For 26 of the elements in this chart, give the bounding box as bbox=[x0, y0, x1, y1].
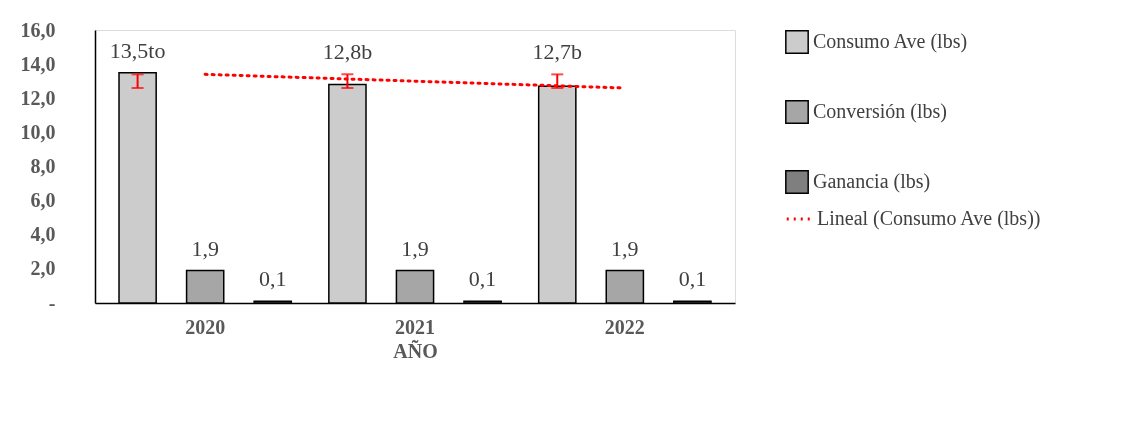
data-label: 1,9 bbox=[191, 235, 219, 261]
data-label: 13,5to bbox=[109, 37, 166, 63]
legend-label: Conversión (lbs) bbox=[813, 100, 947, 123]
legend-label: Lineal (Consumo Ave (lbs)) bbox=[817, 207, 1041, 230]
x-tick-label: 2022 bbox=[604, 315, 645, 338]
y-tick-label: - bbox=[48, 291, 56, 314]
x-tick-label: 2021 bbox=[395, 315, 435, 338]
data-label: 12,7b bbox=[532, 39, 583, 65]
y-tick-label: 4,0 bbox=[30, 223, 56, 246]
data-label: 1,9 bbox=[611, 235, 639, 261]
data-label: 0,1 bbox=[678, 266, 707, 292]
data-label: 0,1 bbox=[468, 266, 497, 292]
data-label: 12,8b bbox=[322, 39, 373, 65]
y-tick-label: 2,0 bbox=[30, 257, 56, 280]
y-tick-label: 14,0 bbox=[20, 52, 56, 75]
y-tick-label: 6,0 bbox=[30, 189, 56, 212]
x-axis-title: AÑO bbox=[393, 339, 438, 362]
y-tick-label: 12,0 bbox=[20, 86, 56, 109]
y-tick-label: 16,0 bbox=[20, 18, 56, 41]
y-tick-label: 10,0 bbox=[20, 120, 56, 143]
y-tick-label: 8,0 bbox=[30, 155, 56, 177]
data-label: 1,9 bbox=[401, 235, 429, 261]
legend-label: Ganancia (lbs) bbox=[813, 170, 931, 193]
legend-label: Consumo Ave (lbs) bbox=[813, 30, 968, 53]
x-tick-label: 2020 bbox=[185, 315, 226, 338]
data-label: 0,1 bbox=[258, 266, 287, 292]
